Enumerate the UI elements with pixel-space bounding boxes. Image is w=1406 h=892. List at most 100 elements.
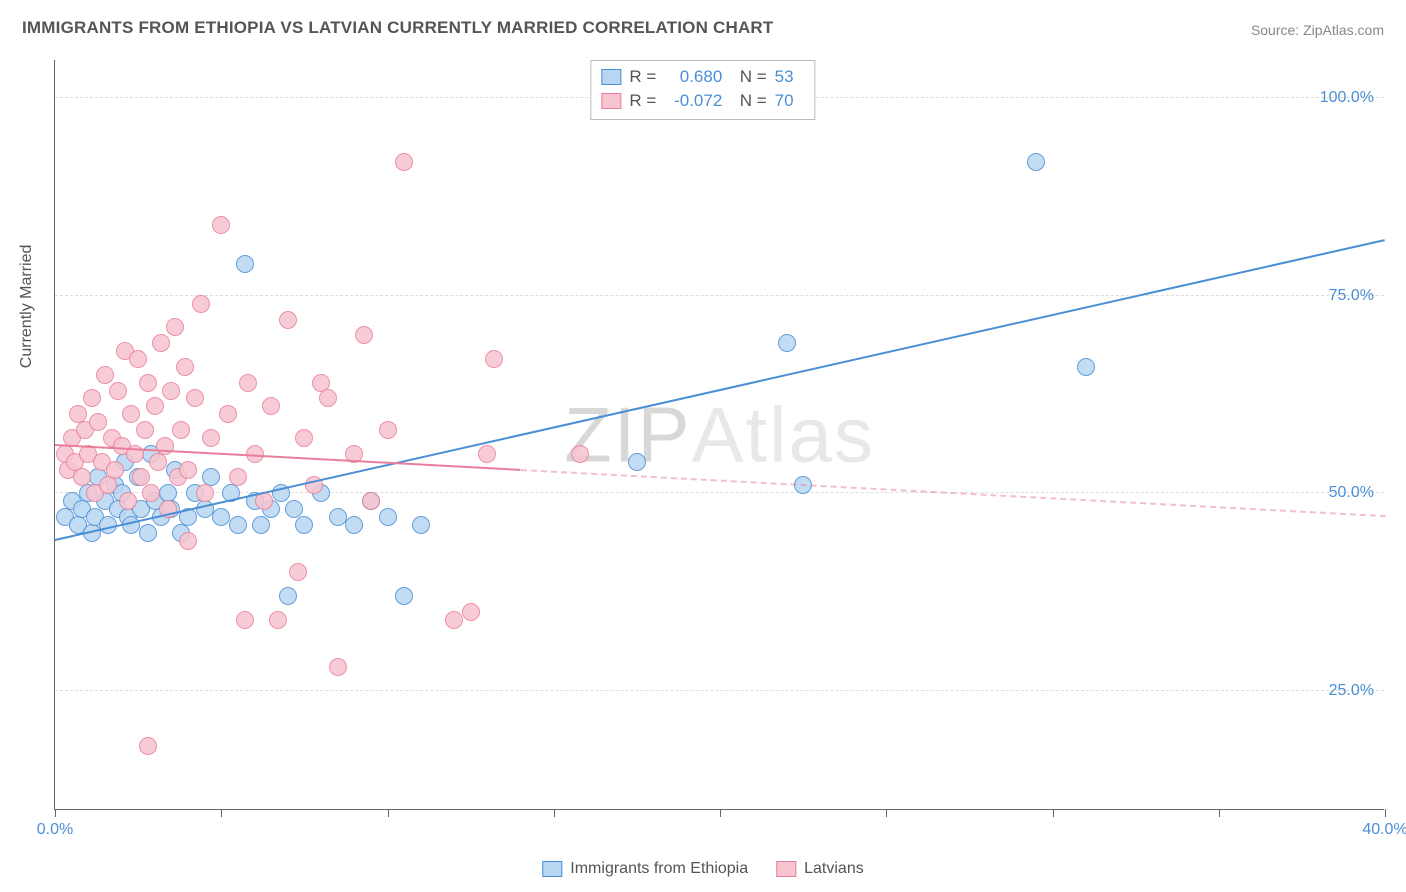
scatter-point: [139, 374, 157, 392]
stat-n-value: 70: [775, 89, 805, 113]
scatter-point: [395, 153, 413, 171]
x-tick-label: 40.0%: [1362, 821, 1406, 839]
scatter-point: [236, 611, 254, 629]
scatter-point: [239, 374, 257, 392]
scatter-point: [196, 484, 214, 502]
legend-swatch: [542, 861, 562, 877]
scatter-point: [119, 492, 137, 510]
stat-r-value: -0.072: [664, 89, 722, 113]
scatter-point: [122, 405, 140, 423]
scatter-point: [96, 366, 114, 384]
gridline: [55, 690, 1384, 691]
scatter-point: [179, 532, 197, 550]
regression-line: [55, 239, 1385, 541]
scatter-point: [172, 421, 190, 439]
stat-n-value: 53: [775, 65, 805, 89]
y-tick-label: 25.0%: [1329, 682, 1374, 700]
x-tick: [1053, 809, 1054, 817]
scatter-point: [279, 587, 297, 605]
x-tick: [1219, 809, 1220, 817]
gridline: [55, 295, 1384, 296]
stat-label: R =: [629, 89, 656, 113]
scatter-point: [229, 516, 247, 534]
scatter-point: [289, 563, 307, 581]
scatter-point: [462, 603, 480, 621]
scatter-point: [345, 516, 363, 534]
scatter-point: [395, 587, 413, 605]
chart-title: IMMIGRANTS FROM ETHIOPIA VS LATVIAN CURR…: [22, 18, 774, 38]
legend-label: Immigrants from Ethiopia: [570, 860, 748, 878]
stats-legend-row: R = 0.680 N = 53: [601, 65, 804, 89]
scatter-point: [73, 468, 91, 486]
scatter-point: [379, 508, 397, 526]
scatter-point: [212, 508, 230, 526]
plot-area: ZIPAtlas 25.0%50.0%75.0%100.0%0.0%40.0%: [54, 60, 1384, 810]
legend-swatch: [601, 69, 621, 85]
y-axis-label: Currently Married: [18, 245, 36, 369]
scatter-point: [252, 516, 270, 534]
legend-swatch: [601, 93, 621, 109]
scatter-point: [139, 737, 157, 755]
scatter-point: [139, 524, 157, 542]
scatter-point: [166, 318, 184, 336]
scatter-point: [329, 508, 347, 526]
stat-label: N =: [730, 65, 766, 89]
watermark: ZIPAtlas: [564, 389, 875, 480]
scatter-point: [262, 397, 280, 415]
stats-legend-row: R = -0.072 N = 70: [601, 89, 804, 113]
scatter-point: [219, 405, 237, 423]
scatter-point: [146, 397, 164, 415]
x-tick: [388, 809, 389, 817]
scatter-point: [162, 382, 180, 400]
legend-swatch: [776, 861, 796, 877]
legend-label: Latvians: [804, 860, 864, 878]
y-tick-label: 75.0%: [1329, 287, 1374, 305]
scatter-point: [99, 476, 117, 494]
scatter-point: [152, 334, 170, 352]
stat-label: R =: [629, 65, 656, 89]
y-tick-label: 100.0%: [1320, 89, 1374, 107]
bottom-legend: Immigrants from Ethiopia Latvians: [542, 860, 863, 878]
scatter-point: [319, 389, 337, 407]
stat-r-value: 0.680: [664, 65, 722, 89]
scatter-point: [355, 326, 373, 344]
legend-item: Immigrants from Ethiopia: [542, 860, 748, 878]
x-tick: [720, 809, 721, 817]
scatter-point: [445, 611, 463, 629]
x-tick: [221, 809, 222, 817]
scatter-point: [379, 421, 397, 439]
scatter-point: [129, 350, 147, 368]
stats-legend: R = 0.680 N = 53 R = -0.072 N = 70: [590, 60, 815, 120]
legend-item: Latvians: [776, 860, 864, 878]
scatter-point: [179, 461, 197, 479]
scatter-point: [192, 295, 210, 313]
scatter-point: [1027, 153, 1045, 171]
y-tick-label: 50.0%: [1329, 484, 1374, 502]
scatter-point: [412, 516, 430, 534]
scatter-point: [176, 358, 194, 376]
x-tick-label: 0.0%: [37, 821, 73, 839]
stat-label: N =: [730, 89, 766, 113]
scatter-point: [83, 389, 101, 407]
source-attribution: Source: ZipAtlas.com: [1251, 22, 1384, 38]
scatter-point: [142, 484, 160, 502]
scatter-point: [329, 658, 347, 676]
scatter-point: [136, 421, 154, 439]
scatter-point: [478, 445, 496, 463]
scatter-point: [229, 468, 247, 486]
scatter-point: [89, 413, 107, 431]
scatter-point: [485, 350, 503, 368]
scatter-point: [212, 216, 230, 234]
x-tick: [554, 809, 555, 817]
scatter-point: [149, 453, 167, 471]
x-tick: [55, 809, 56, 817]
scatter-point: [1077, 358, 1095, 376]
scatter-point: [202, 429, 220, 447]
scatter-point: [571, 445, 589, 463]
scatter-point: [279, 311, 297, 329]
scatter-point: [362, 492, 380, 510]
scatter-point: [628, 453, 646, 471]
scatter-point: [186, 389, 204, 407]
scatter-point: [106, 461, 124, 479]
scatter-point: [236, 255, 254, 273]
